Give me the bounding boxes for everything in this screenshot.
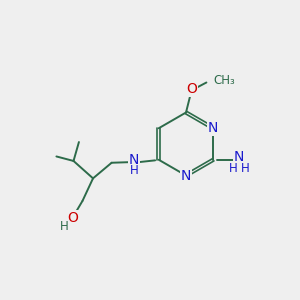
Text: O: O	[67, 211, 78, 225]
Text: H: H	[229, 162, 238, 175]
Text: H: H	[60, 220, 69, 232]
Text: N: N	[234, 150, 244, 164]
Text: N: N	[181, 169, 191, 182]
Text: H: H	[130, 164, 139, 177]
Text: CH₃: CH₃	[213, 74, 235, 88]
Text: N: N	[208, 121, 218, 135]
Text: H: H	[241, 162, 250, 175]
Text: N: N	[129, 153, 139, 167]
Text: O: O	[186, 82, 197, 96]
